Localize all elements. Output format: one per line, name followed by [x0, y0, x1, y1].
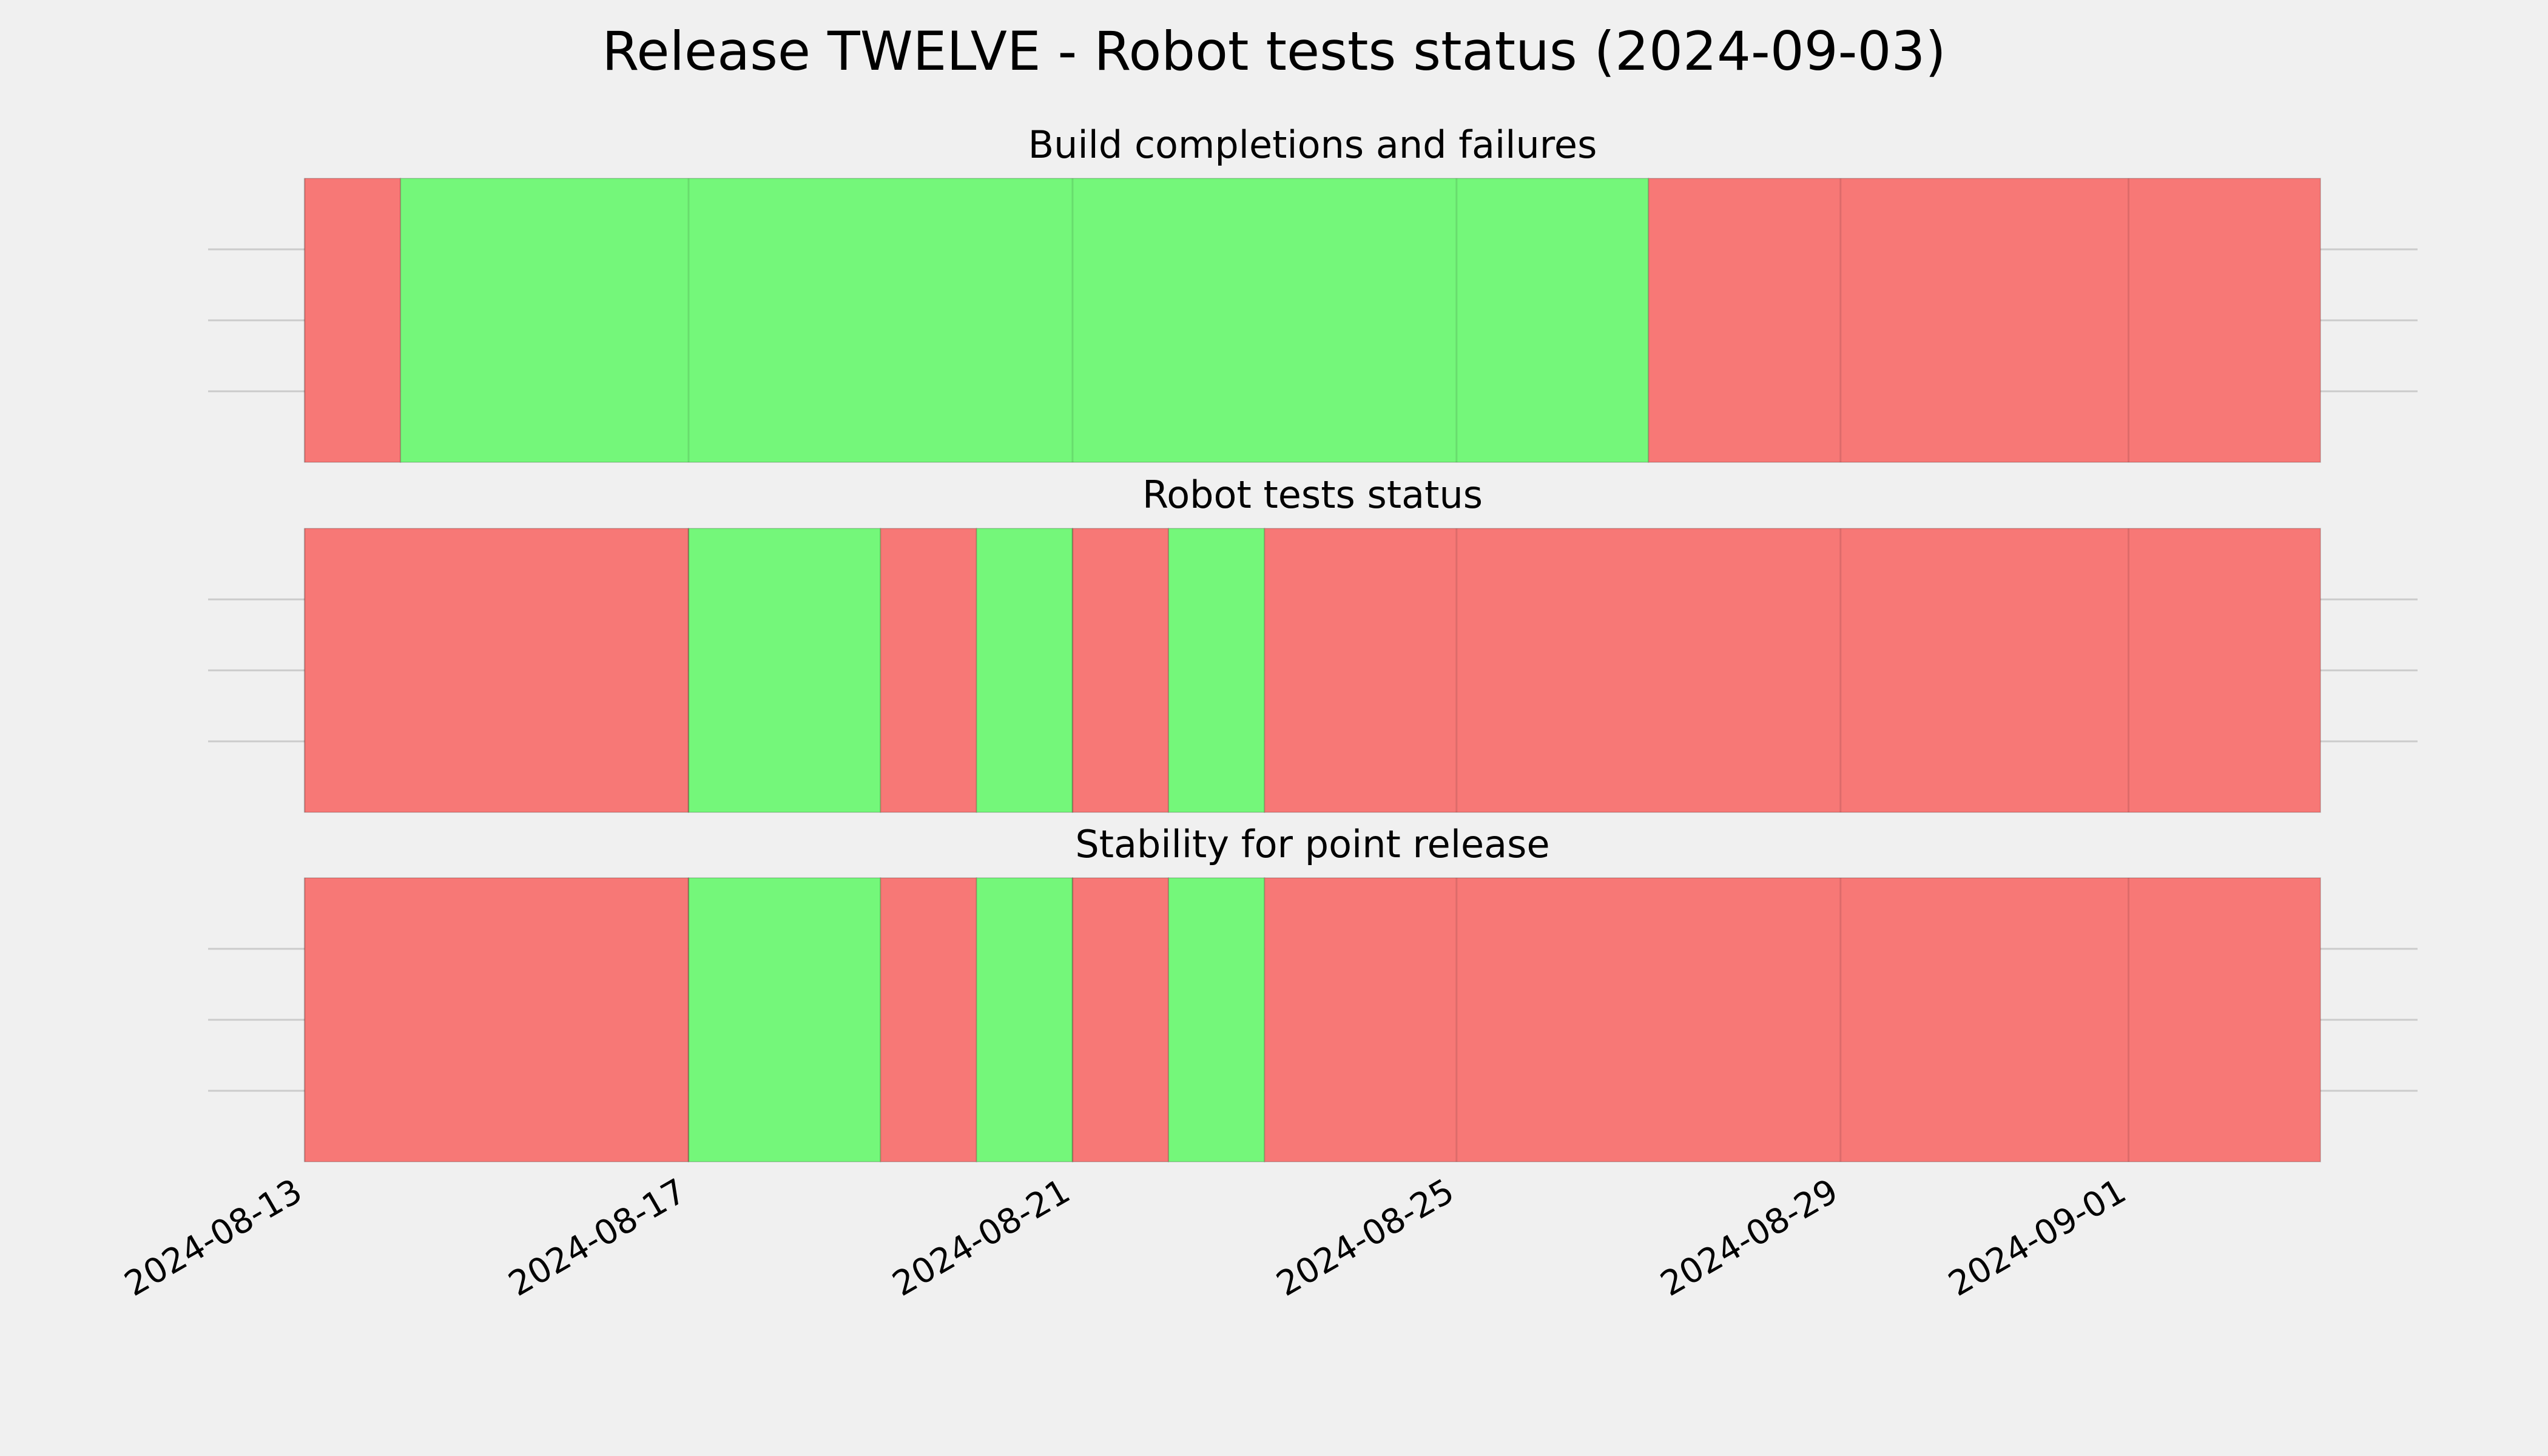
chart-panels: Build completions and failures Robot test…: [208, 123, 2418, 1162]
panel-2: Robot tests status: [208, 473, 2418, 813]
x-tick-label: 2024-08-29: [1654, 1171, 1844, 1304]
x-tick-label: 2024-08-13: [118, 1171, 309, 1304]
status-segment-success: [976, 877, 1073, 1162]
panel-3: Stability for point release: [208, 822, 2418, 1162]
status-segment-failure: [304, 178, 402, 463]
status-segment-failure: [880, 877, 977, 1162]
x-tick-label: 2024-08-17: [502, 1171, 693, 1304]
status-segment-success: [976, 528, 1073, 813]
status-segment-failure: [880, 528, 977, 813]
status-segment-success: [687, 877, 881, 1162]
figure-title: Release TWELVE - Robot tests status (202…: [602, 20, 1946, 83]
status-segment-success: [1168, 877, 1266, 1162]
panel-title: Robot tests status: [1142, 473, 1483, 517]
status-segment-success: [687, 528, 881, 813]
status-segment-failure: [304, 877, 689, 1162]
status-segment-failure: [1264, 877, 2321, 1162]
x-tick-label: 2024-08-21: [886, 1171, 1077, 1304]
panel-title: Build completions and failures: [1028, 123, 1597, 167]
x-axis: 2024-08-13 2024-08-17 2024-08-21 2024-08-25…: [118, 1171, 2133, 1304]
status-segment-failure: [1648, 178, 2321, 463]
x-tick-label: 2024-09-01: [1942, 1171, 2132, 1304]
status-segment-success: [1168, 528, 1266, 813]
status-segment-failure: [1264, 528, 2321, 813]
panel-title: Stability for point release: [1075, 822, 1549, 866]
x-tick-label: 2024-08-25: [1270, 1171, 1461, 1304]
status-segment-failure: [1071, 877, 1170, 1162]
status-segment-failure: [1071, 528, 1170, 813]
status-segment-success: [400, 178, 1650, 463]
panel-1: Build completions and failures: [208, 123, 2418, 463]
status-segment-failure: [304, 528, 689, 813]
